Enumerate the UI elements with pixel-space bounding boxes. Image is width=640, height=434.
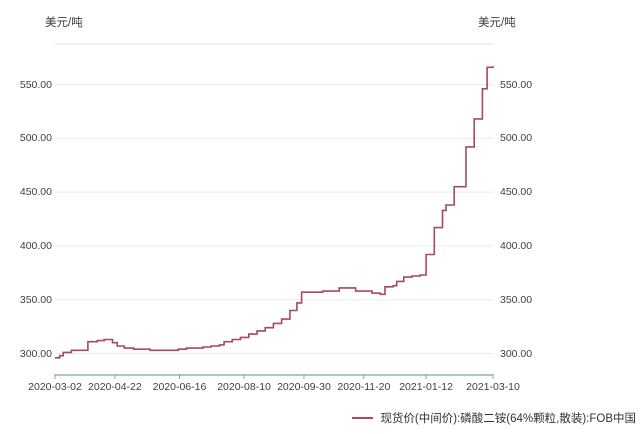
x-axis bbox=[54, 374, 494, 379]
y-axis-unit-right: 美元/吨 bbox=[478, 17, 516, 29]
y-axis-label-left: 450.00 bbox=[19, 186, 52, 199]
y-axis-label-right: 400.00 bbox=[500, 239, 533, 252]
y-axis-unit-left: 美元/吨 bbox=[45, 17, 83, 29]
x-axis-label: 2020-04-22 bbox=[88, 381, 142, 393]
y-axis-label-left: 500.00 bbox=[19, 132, 52, 145]
y-axis-label-right: 300.00 bbox=[500, 347, 533, 360]
x-axis-label: 2021-03-10 bbox=[466, 381, 520, 393]
y-axis-label-right: 350.00 bbox=[500, 293, 533, 306]
gridlines bbox=[55, 43, 493, 354]
y-axis-label-left: 550.00 bbox=[19, 78, 52, 91]
x-axis-label: 2020-06-16 bbox=[152, 381, 207, 393]
x-axis-label: 2020-09-30 bbox=[277, 381, 331, 393]
price-line-series bbox=[55, 66, 494, 359]
y-axis-label-left: 350.00 bbox=[19, 293, 52, 306]
x-axis-label: 2020-08-10 bbox=[217, 381, 271, 393]
x-axis-label: 2020-11-20 bbox=[337, 381, 391, 393]
y-axis-label-left: 400.00 bbox=[19, 239, 52, 252]
y-axis-label-right: 450.00 bbox=[500, 186, 533, 199]
y-axis-label-right: 500.00 bbox=[500, 132, 533, 145]
x-axis-label: 2020-03-02 bbox=[28, 381, 82, 393]
y-axis-label-left: 300.00 bbox=[19, 347, 52, 360]
legend-label: 现货价(中间价):磷酸二铵(64%颗粒,散装):FOB中国 bbox=[380, 413, 636, 425]
legend: 现货价(中间价):磷酸二铵(64%颗粒,散装):FOB中国 bbox=[352, 410, 636, 426]
x-axis-label: 2021-01-12 bbox=[399, 381, 453, 393]
legend-line-marker-icon bbox=[352, 417, 374, 419]
y-axis-label-right: 550.00 bbox=[500, 78, 533, 91]
